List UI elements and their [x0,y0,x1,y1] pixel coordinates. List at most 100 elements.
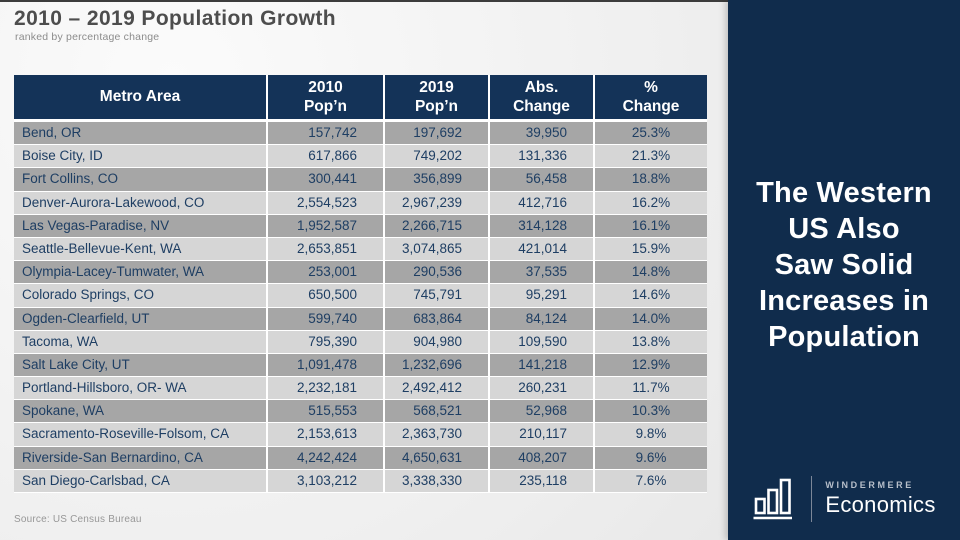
table-row: San Diego-Carlsbad, CA 3,103,212 3,338,330… [14,469,707,493]
value-cell: 650,500 [268,284,385,308]
value-cell: 84,124 [490,307,595,331]
metro-area-cell: San Diego-Carlsbad, CA [14,469,268,493]
value-cell: 568,521 [385,400,490,424]
value-cell: 39,950 [490,122,595,146]
value-cell: 235,118 [490,469,595,493]
metro-area-cell: Denver-Aurora-Lakewood, CO [14,191,268,215]
column-header: Abs. Change [490,75,595,122]
logo-divider [811,476,813,522]
value-cell: 2,153,613 [268,423,385,447]
windermere-economics-logo: WINDERMERE Economics [728,476,960,522]
table-row: Sacramento-Roseville-Folsom, CA 2,153,613… [14,423,707,447]
value-cell: 25.3% [595,122,707,146]
value-cell: 2,232,181 [268,377,385,401]
value-cell: 3,074,865 [385,237,490,262]
headline-line: US Also [788,212,900,245]
metro-area-cell: Tacoma, WA [14,330,268,354]
value-cell: 12.9% [595,353,707,378]
value-cell: 290,536 [385,261,490,285]
value-cell: 904,980 [385,330,490,354]
table-row: Portland-Hillsboro, OR- WA 2,232,181 2,492… [14,377,707,401]
value-cell: 1,232,696 [385,353,490,378]
metro-area-cell: Fort Collins, CO [14,168,268,192]
logo-text: WINDERMERE Economics [825,480,935,518]
value-cell: 11.7% [595,377,707,401]
value-cell: 13.8% [595,330,707,354]
value-cell: 356,899 [385,168,490,192]
value-cell: 157,742 [268,122,385,146]
headline-line: Saw Solid [774,248,914,281]
table-row: Denver-Aurora-Lakewood, CO 2,554,523 2,967… [14,191,707,215]
top-divider [0,0,728,2]
metro-area-cell: Spokane, WA [14,400,268,424]
table-row: Colorado Springs, CO 650,500 745,791 95,291… [14,284,707,308]
table-body: Bend, OR 157,742 197,692 39,950 25.3% Boise C… [14,122,707,493]
table-row: Fort Collins, CO 300,441 356,899 56,458 18.8… [14,168,707,192]
table-row: Spokane, WA 515,553 568,521 52,968 10.3% [14,400,707,424]
metro-area-cell: Olympia-Lacey-Tumwater, WA [14,261,268,285]
value-cell: 15.9% [595,237,707,262]
value-cell: 14.6% [595,284,707,308]
value-cell: 21.3% [595,145,707,169]
metro-area-cell: Riverside-San Bernardino, CA [14,446,268,470]
value-cell: 408,207 [490,446,595,470]
right-panel: The Western US Also Saw Solid Increases … [728,0,960,540]
value-cell: 141,218 [490,353,595,378]
value-cell: 795,390 [268,330,385,354]
value-cell: 18.8% [595,168,707,192]
value-cell: 1,952,587 [268,214,385,238]
value-cell: 314,128 [490,214,595,238]
column-header: 2019 Pop’n [385,75,490,122]
value-cell: 617,866 [268,145,385,169]
value-cell: 14.0% [595,307,707,331]
table-row: Bend, OR 157,742 197,692 39,950 25.3% [14,122,707,146]
value-cell: 683,864 [385,307,490,331]
value-cell: 2,363,730 [385,423,490,447]
page-subtitle: ranked by percentage change [15,31,160,43]
value-cell: 421,014 [490,237,595,262]
metro-area-cell: Ogden-Clearfield, UT [14,307,268,331]
content-area: 2010 – 2019 Population Growth ranked by … [14,7,707,525]
table-row: Salt Lake City, UT 1,091,478 1,232,696 141,… [14,353,707,378]
value-cell: 2,554,523 [268,191,385,215]
value-cell: 745,791 [385,284,490,308]
metro-area-cell: Bend, OR [14,122,268,146]
value-cell: 4,650,631 [385,446,490,470]
value-cell: 37,535 [490,261,595,285]
table-row: Seattle-Bellevue-Kent, WA 2,653,851 3,074,… [14,237,707,262]
value-cell: 109,590 [490,330,595,354]
population-table: Metro Area 2010 Pop’n 2019 Pop’n Abs. Change% C… [14,75,707,493]
value-cell: 9.6% [595,446,707,470]
value-cell: 16.2% [595,191,707,215]
metro-area-cell: Las Vegas-Paradise, NV [14,214,268,238]
table-row: Olympia-Lacey-Tumwater, WA 253,001 290,536… [14,261,707,285]
value-cell: 9.8% [595,423,707,447]
value-cell: 56,458 [490,168,595,192]
source-note: Source: US Census Bureau [14,514,142,525]
value-cell: 2,266,715 [385,214,490,238]
value-cell: 2,653,851 [268,237,385,262]
metro-area-cell: Sacramento-Roseville-Folsom, CA [14,423,268,447]
table-row: Tacoma, WA 795,390 904,980 109,590 13.8% [14,330,707,354]
value-cell: 197,692 [385,122,490,146]
value-cell: 52,968 [490,400,595,424]
logo-division: Economics [825,492,936,517]
value-cell: 1,091,478 [268,353,385,378]
value-cell: 300,441 [268,168,385,192]
value-cell: 95,291 [490,284,595,308]
value-cell: 7.6% [595,469,707,493]
logo-brand: WINDERMERE [825,480,914,490]
table-row: Las Vegas-Paradise, NV 1,952,587 2,266,715… [14,214,707,238]
value-cell: 2,492,412 [385,377,490,401]
value-cell: 16.1% [595,214,707,238]
value-cell: 412,716 [490,191,595,215]
panel-headline: The Western US Also Saw Solid Increases … [728,176,960,356]
metro-area-cell: Colorado Springs, CO [14,284,268,308]
headline-line: Population [768,320,920,353]
headline-line: Increases in [758,284,930,317]
metro-area-cell: Seattle-Bellevue-Kent, WA [14,237,268,262]
metro-area-cell: Boise City, ID [14,145,268,169]
metro-area-cell: Salt Lake City, UT [14,353,268,378]
value-cell: 10.3% [595,400,707,424]
